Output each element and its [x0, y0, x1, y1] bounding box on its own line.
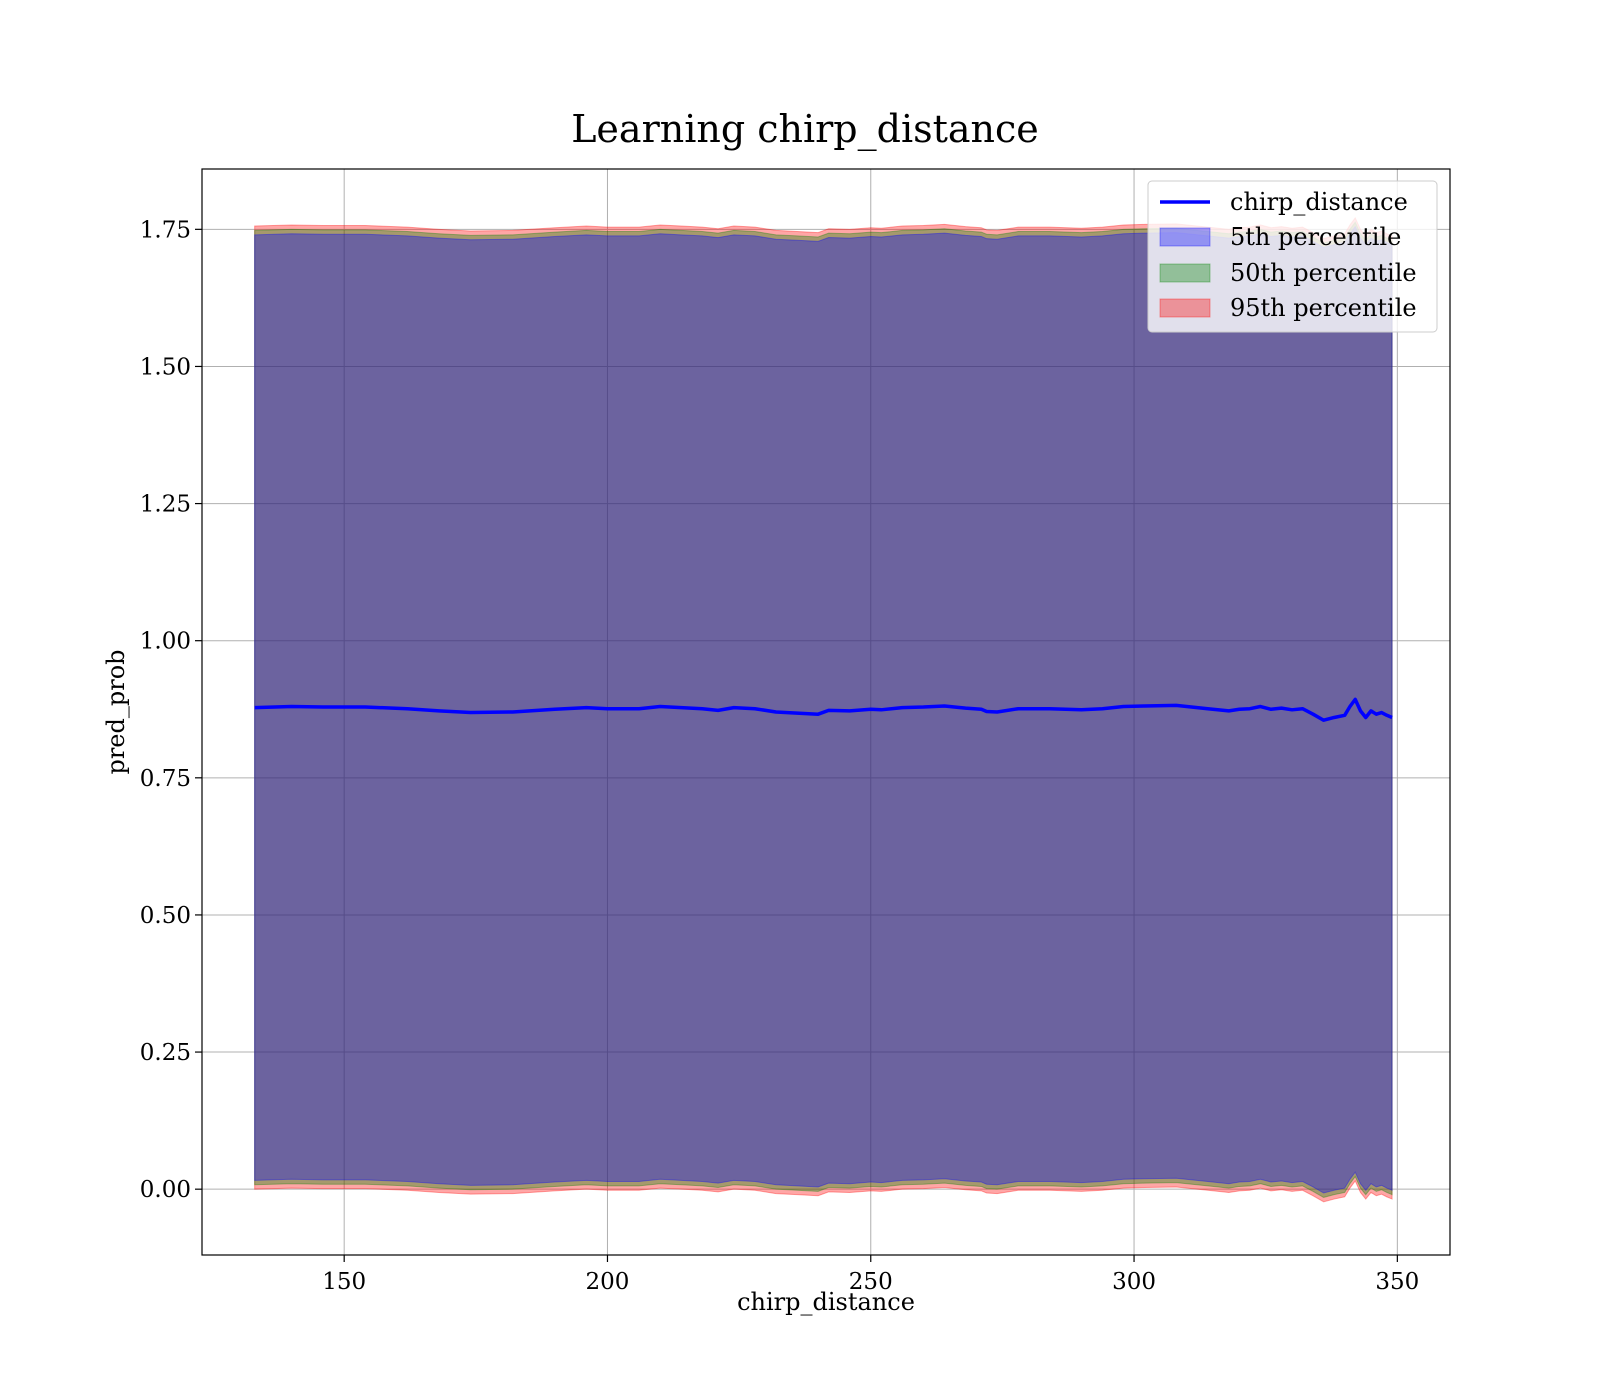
- y-tick-label: 0.75: [140, 766, 191, 792]
- y-tick-label: 0.50: [140, 903, 191, 929]
- x-tick-label: 350: [1375, 1269, 1419, 1295]
- x-axis-label: chirp_distance: [737, 1288, 915, 1316]
- y-tick-label: 0.00: [140, 1177, 191, 1203]
- legend-swatch-patch: [1159, 298, 1211, 318]
- y-tick-label: 1.00: [140, 629, 191, 655]
- x-axis-ticks: 150 200 250 300 350: [322, 1255, 1419, 1295]
- x-tick-label: 150: [322, 1269, 366, 1295]
- legend: chirp_distance 5th percentile 50th percent…: [1147, 180, 1438, 333]
- x-tick-label: 250: [849, 1269, 893, 1295]
- y-axis-ticks: 0.00 0.25 0.50 0.75 1.00 1.25 1.50 1.75: [140, 217, 202, 1203]
- percentile-bands: [254, 216, 1393, 1203]
- y-tick-label: 1.75: [140, 217, 191, 243]
- legend-label: 5th percentile: [1230, 223, 1401, 251]
- legend-swatch-patch: [1159, 263, 1211, 283]
- legend-frame: [1147, 180, 1438, 333]
- legend-label: chirp_distance: [1230, 188, 1408, 216]
- legend-swatch-patch: [1159, 227, 1211, 247]
- legend-label: 50th percentile: [1230, 259, 1417, 287]
- y-axis-label: pred_prob: [102, 649, 130, 774]
- band-5th-percentile: [254, 225, 1393, 1194]
- series-line-chirp-distance: [254, 697, 1393, 722]
- x-tick-label: 200: [586, 1269, 630, 1295]
- legend-label: 95th percentile: [1230, 294, 1417, 322]
- series-lines: [254, 697, 1393, 722]
- x-tick-label: 300: [1112, 1269, 1156, 1295]
- band-95th-percentile: [254, 216, 1393, 1203]
- y-tick-label: 1.25: [140, 492, 191, 518]
- y-tick-label: 0.25: [140, 1040, 191, 1066]
- chart-title: Learning chirp_distance: [571, 107, 1039, 152]
- plot-frame: [201, 168, 1451, 1256]
- band-50th-percentile: [254, 221, 1393, 1198]
- y-tick-label: 1.50: [140, 354, 191, 380]
